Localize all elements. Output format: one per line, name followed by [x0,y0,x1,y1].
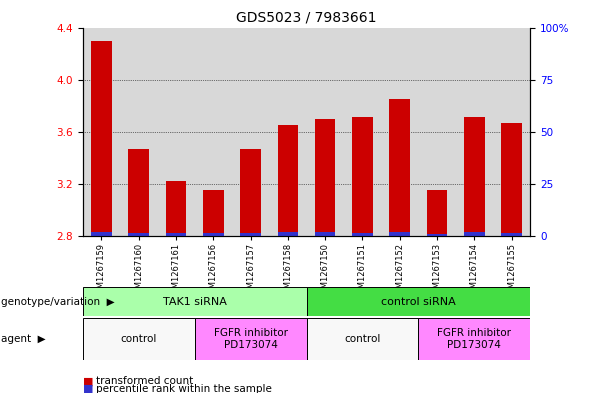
Text: control siRNA: control siRNA [381,297,455,307]
Text: TAK1 siRNA: TAK1 siRNA [162,297,227,307]
Bar [306,318,418,360]
Bar [464,232,484,236]
Bar [166,181,186,236]
Bar [306,28,344,236]
Bar [315,232,335,236]
Text: ■: ■ [83,376,93,386]
Bar [389,99,410,236]
Bar [352,118,373,236]
Bar [203,190,224,236]
Text: FGFR inhibitor
PD173074: FGFR inhibitor PD173074 [213,328,287,350]
Bar [278,232,298,236]
Text: FGFR inhibitor
PD173074: FGFR inhibitor PD173074 [437,328,511,350]
Bar [91,232,112,236]
Bar [418,318,530,360]
Bar [83,318,195,360]
Bar [427,234,447,236]
Bar [306,287,530,316]
Text: agent  ▶: agent ▶ [1,334,46,344]
Bar [203,233,224,236]
Bar [464,118,484,236]
Bar [455,28,493,236]
Text: percentile rank within the sample: percentile rank within the sample [96,384,272,393]
Bar [501,123,522,236]
Bar [195,318,306,360]
Bar [419,28,455,236]
Bar [278,125,298,236]
Bar [352,233,373,236]
Bar [83,28,120,236]
Bar [129,233,149,236]
Text: genotype/variation  ▶: genotype/variation ▶ [1,297,115,307]
Title: GDS5023 / 7983661: GDS5023 / 7983661 [236,11,377,25]
Bar [240,149,261,236]
Text: control: control [345,334,381,344]
Bar [344,28,381,236]
Bar [91,40,112,236]
Bar [389,232,410,236]
Bar [269,28,306,236]
Bar [315,119,335,236]
Bar [83,287,306,316]
Bar [501,233,522,236]
Bar [232,28,269,236]
Bar [195,28,232,236]
Bar [166,233,186,236]
Bar [158,28,195,236]
Text: control: control [121,334,157,344]
Bar [381,28,419,236]
Bar [120,28,158,236]
Bar [240,233,261,236]
Bar [427,190,447,236]
Bar [493,28,530,236]
Bar [129,149,149,236]
Text: transformed count: transformed count [96,376,194,386]
Text: ■: ■ [83,384,93,393]
